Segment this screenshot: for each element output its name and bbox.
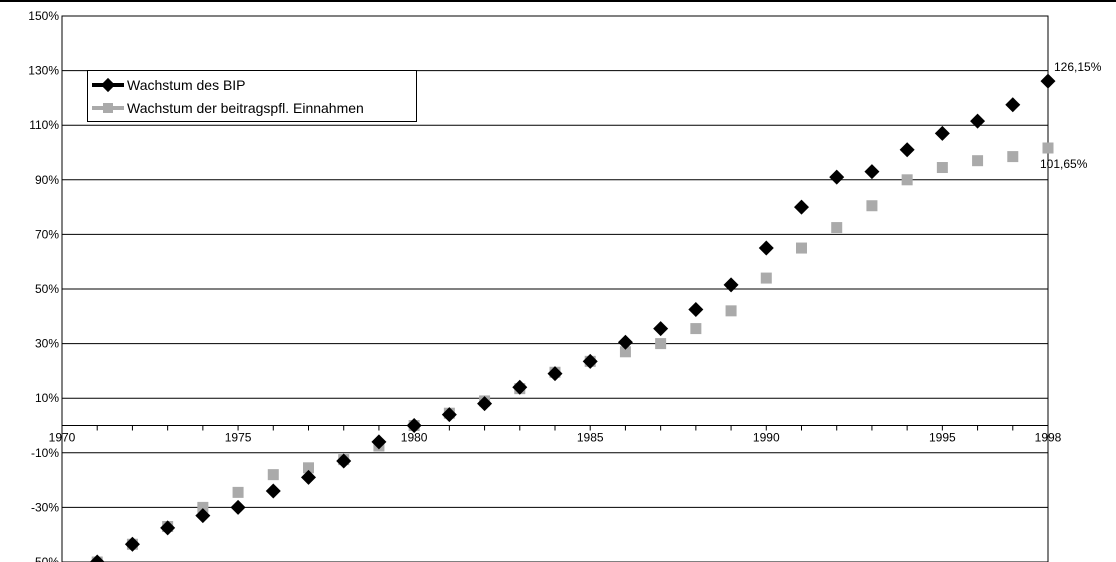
x-tick-label: 1990 [753, 431, 780, 445]
data-point-bip [406, 418, 422, 433]
data-point-bip [758, 240, 774, 256]
data-point-einnahmen [655, 338, 667, 350]
data-point-bip [89, 554, 105, 562]
data-label: 101,65% [1040, 157, 1088, 171]
data-point-bip [441, 407, 457, 423]
data-point-einnahmen [690, 323, 702, 335]
data-point-bip [1040, 73, 1056, 89]
y-tick-label: 70% [35, 227, 59, 241]
y-tick-label: 90% [35, 173, 59, 187]
y-tick-label: -50% [31, 555, 59, 562]
y-tick-label: -30% [31, 500, 59, 514]
diamond-marker-icon [92, 75, 124, 95]
y-tick-label: 30% [35, 337, 59, 351]
data-point-bip [336, 453, 352, 469]
square-marker-icon [92, 98, 124, 118]
data-point-bip [899, 142, 915, 158]
legend-item-einnahmen: Wachstum der beitragspfl. Einnahmen [92, 98, 364, 118]
y-tick-label: 50% [35, 282, 59, 296]
x-tick-label: 1975 [225, 431, 252, 445]
x-axis-labels: 1970 1975 1980 1985 1990 1995 1998 [49, 431, 1062, 445]
data-point-bip [934, 125, 950, 141]
data-point-einnahmen [267, 469, 279, 481]
data-point-bip [160, 520, 176, 536]
y-tick-label: 110% [29, 118, 59, 132]
y-tick-label: -10% [31, 446, 59, 460]
data-point-einnahmen [1042, 142, 1054, 154]
legend-item-bip: Wachstum des BIP [92, 75, 246, 95]
data-point-einnahmen [972, 155, 984, 167]
legend: Wachstum des BIP Wachstum der beitragspf… [87, 70, 417, 122]
y-tick-label: 10% [35, 391, 59, 405]
data-point-einnahmen [1007, 151, 1019, 163]
data-point-bip [371, 434, 387, 450]
data-point-einnahmen [936, 162, 948, 174]
data-point-einnahmen [831, 222, 843, 234]
data-point-einnahmen [901, 174, 913, 186]
data-point-bip [477, 396, 493, 412]
data-point-einnahmen [619, 346, 631, 358]
y-tick-label: 150% [28, 9, 59, 23]
data-point-bip [195, 508, 211, 524]
data-point-bip [617, 334, 633, 350]
data-point-bip [864, 164, 880, 180]
data-label: 126,15% [1054, 60, 1102, 74]
data-point-bip [794, 199, 809, 215]
legend-label-einnahmen: Wachstum der beitragspfl. Einnahmen [127, 100, 364, 116]
series-bip [89, 73, 1056, 562]
data-point-bip [829, 169, 845, 185]
data-point-bip [301, 469, 316, 485]
data-point-bip [512, 379, 528, 395]
annotations: 126,15% 101,65% [1040, 60, 1102, 171]
data-point-einnahmen [232, 486, 244, 498]
x-tick-label: 1970 [49, 431, 76, 445]
data-point-bip [970, 113, 986, 129]
data-point-einnahmen [760, 272, 772, 284]
top-border [0, 0, 1116, 2]
data-point-bip [547, 366, 563, 382]
data-point-bip [1005, 97, 1021, 113]
x-tick-label: 1995 [929, 431, 956, 445]
x-tick-label: 1998 [1035, 431, 1062, 445]
x-tick-label: 1985 [577, 431, 604, 445]
data-point-einnahmen [197, 501, 209, 513]
data-point-einnahmen [866, 200, 878, 212]
x-tick-label: 1980 [401, 431, 428, 445]
y-tick-label: 130% [28, 64, 59, 78]
data-point-einnahmen [725, 305, 737, 317]
data-point-bip [653, 321, 669, 337]
data-point-bip [124, 536, 140, 552]
data-point-bip [230, 499, 246, 515]
data-point-einnahmen [796, 242, 807, 254]
y-axis: -50% -30% -10% 10% 30% 50% 70% 90% 110% 130% 150% [28, 9, 59, 562]
data-point-bip [582, 353, 598, 369]
data-point-einnahmen [303, 462, 314, 474]
legend-label-bip: Wachstum des BIP [127, 77, 246, 93]
data-point-bip [723, 277, 739, 293]
x-axis [61, 425, 1049, 431]
data-point-bip [265, 483, 281, 499]
data-point-bip [688, 301, 704, 317]
